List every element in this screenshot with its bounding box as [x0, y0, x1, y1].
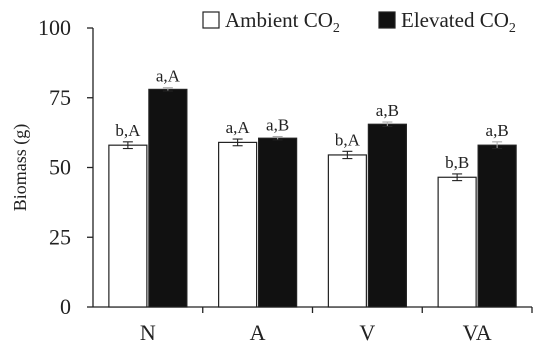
bar-elevated-V: [367, 123, 407, 308]
y-tick-label: 100: [38, 15, 71, 40]
data-label: a,B: [266, 116, 289, 135]
legend-label-subscript: 2: [333, 21, 340, 36]
y-tick-label: 50: [49, 155, 71, 180]
data-label: a,A: [156, 67, 181, 86]
legend-label-ambient: Ambient CO2: [225, 8, 340, 36]
legend-label-elevated: Elevated CO2: [401, 8, 516, 36]
legend-label-text: Elevated CO: [401, 8, 509, 32]
bar-elevated-A: [258, 137, 298, 308]
data-label: b,A: [335, 130, 361, 149]
data-label: b,A: [115, 121, 141, 140]
x-tick-label: V: [359, 320, 375, 344]
y-tick-label: 0: [60, 294, 71, 319]
x-tick-label: N: [140, 320, 156, 344]
bar-ambient-N: [108, 144, 148, 308]
bar-elevated-VA: [477, 144, 517, 308]
legend-label-subscript: 2: [509, 21, 516, 36]
x-tick-label: VA: [463, 320, 492, 344]
legend-swatch-elevated: [378, 11, 396, 29]
x-tick-label: A: [250, 320, 266, 344]
legend-label-text: Ambient CO: [225, 8, 333, 32]
y-axis-label: Biomass (g): [10, 124, 31, 212]
data-label: a,B: [376, 101, 399, 120]
bar-elevated-N: [148, 88, 188, 308]
data-label: a,B: [486, 121, 509, 140]
legend-swatch-ambient: [202, 11, 220, 29]
data-label: b,B: [445, 153, 469, 172]
bar-ambient-V: [327, 154, 367, 308]
data-label: a,A: [226, 118, 251, 137]
bar-ambient-A: [218, 141, 258, 308]
y-tick-label: 25: [49, 224, 71, 249]
y-tick-label: 75: [49, 85, 71, 110]
bar-ambient-VA: [437, 176, 477, 308]
